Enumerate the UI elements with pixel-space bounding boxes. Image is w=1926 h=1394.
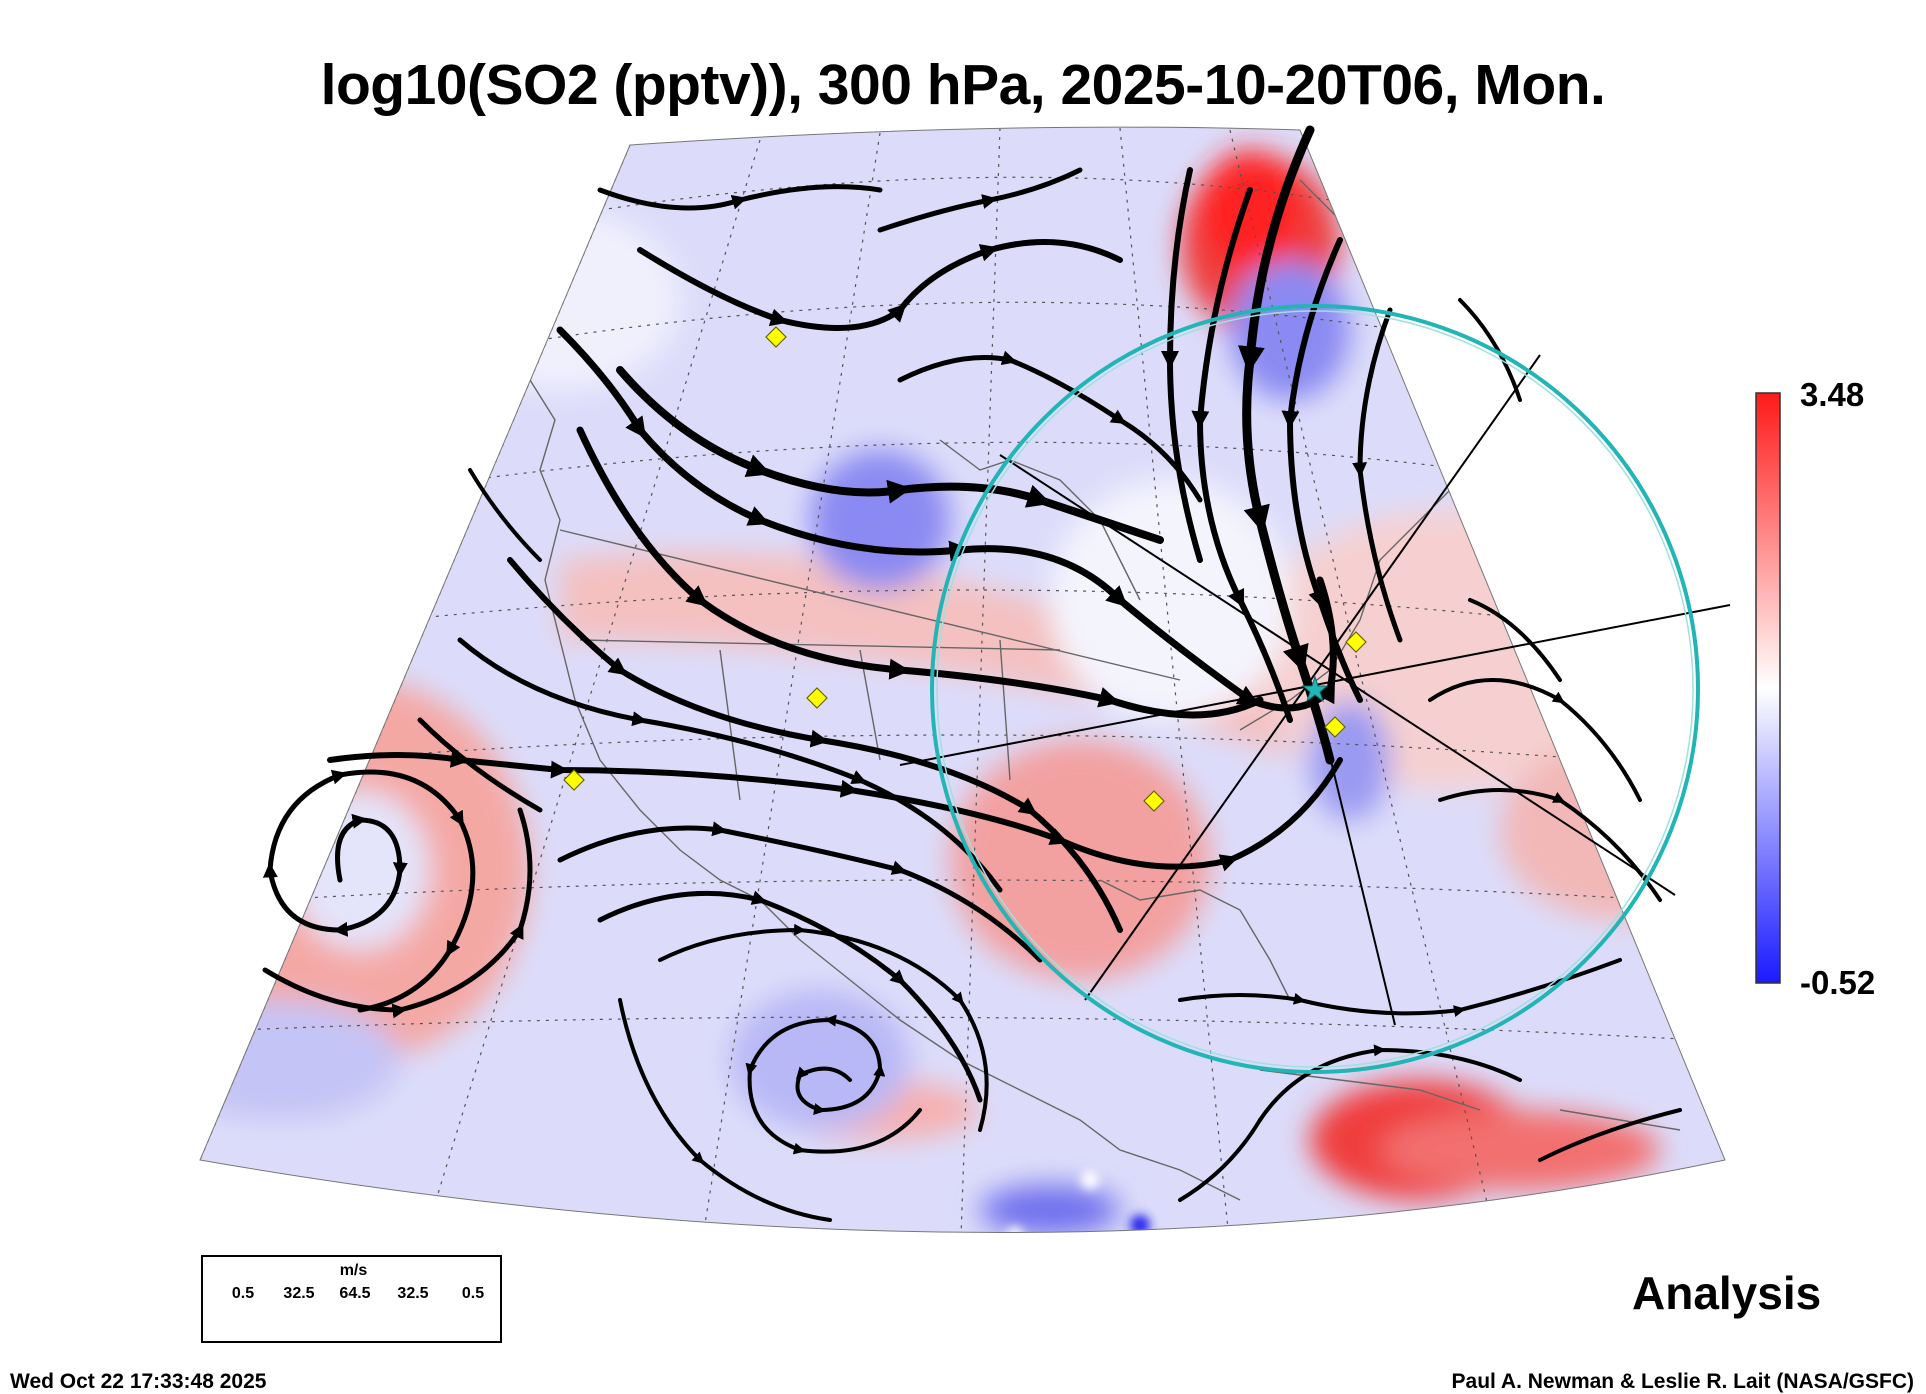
station-marker-icon — [1143, 790, 1165, 812]
colorbar — [1755, 392, 1781, 984]
station-marker-icon — [1324, 716, 1346, 738]
range-ring-inner — [936, 310, 1694, 1068]
station-marker-icon — [563, 769, 585, 791]
legend-label: 32.5 — [397, 1285, 429, 1302]
center-star-icon — [1301, 675, 1329, 703]
colorbar-min-label: -0.52 — [1800, 964, 1876, 1001]
range-ring — [930, 304, 1700, 1074]
legend-unit: m/s — [339, 1262, 368, 1279]
legend-label: 64.5 — [339, 1285, 371, 1302]
streamlines — [262, 125, 1682, 1222]
station-marker-icon — [1345, 631, 1367, 653]
analysis-stamp: Analysis — [1632, 1267, 1822, 1319]
legend-label: 0.5 — [231, 1285, 255, 1302]
so2-field — [200, 127, 1725, 1233]
station-marker-icon — [765, 326, 787, 348]
credit-line: Paul A. Newman & Leslie R. Lait (NASA/GS… — [1451, 1370, 1914, 1393]
map-outline — [199, 126, 1726, 1233]
station-marker-icon — [806, 687, 828, 709]
page-title: log10(SO2 (pptv)), 300 hPa, 2025-10-20T0… — [320, 53, 1606, 117]
colorbar-max-label: 3.48 — [1800, 376, 1865, 413]
legend-label: 0.5 — [461, 1285, 485, 1302]
legend-label: 32.5 — [283, 1285, 315, 1302]
timestamp: Wed Oct 22 17:33:48 2025 — [10, 1370, 267, 1393]
wind-speed-legend: m/s 0.5 32.5 64.5 32.5 0.5 — [201, 1255, 502, 1343]
